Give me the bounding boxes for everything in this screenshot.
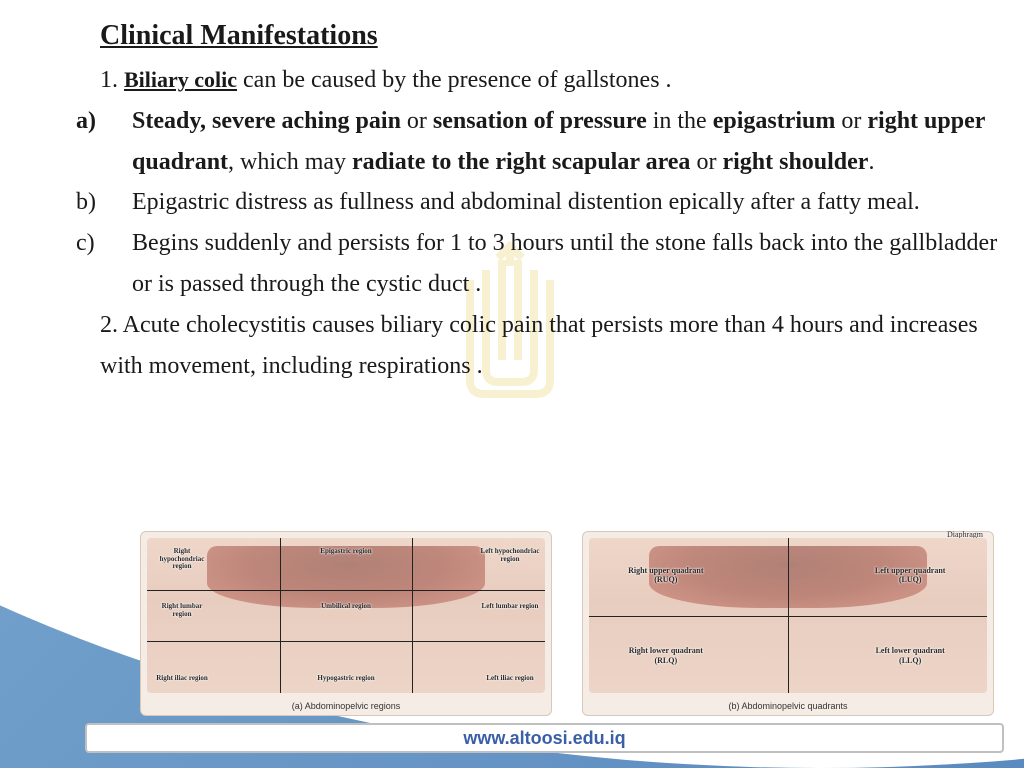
item-a: a)Steady, severe aching pain or sensatio… xyxy=(100,101,1004,183)
diagram-body-b: Right upper quadrant (RUQ) Left upper qu… xyxy=(589,538,987,693)
item-b-prefix: b) xyxy=(104,182,132,223)
item-c-prefix: c) xyxy=(104,223,132,264)
region-r1c3: Left hypochondriac region xyxy=(480,548,540,563)
item-1: 1. Biliary colic can be caused by the pr… xyxy=(100,60,1004,101)
diagram-quadrants: Diaphragm Right upper quadrant (RUQ) Lef… xyxy=(582,531,994,716)
slide-content: Clinical Manifestations 1. Biliary colic… xyxy=(0,0,1024,406)
item-b: b)Epigastric distress as fullness and ab… xyxy=(100,182,1004,223)
region-r1c1: Right hypochondriac region xyxy=(152,548,212,571)
quad-rlq: Right lower quadrant (RLQ) xyxy=(621,646,711,665)
diagram-a-caption: (a) Abdominopelvic regions xyxy=(141,699,551,715)
footer-link: www.altoosi.edu.iq xyxy=(463,728,625,749)
biliary-term: Biliary colic xyxy=(124,67,237,92)
quad-llq: Left lower quadrant (LLQ) xyxy=(865,646,955,665)
diagram-b-caption: (b) Abdominopelvic quadrants xyxy=(583,699,993,715)
region-r3c2: Hypogastric region xyxy=(316,675,376,683)
region-r1c2: Epigastric region xyxy=(316,548,376,556)
region-r3c3: Left iliac region xyxy=(480,675,540,683)
item-c: c)Begins suddenly and persists for 1 to … xyxy=(100,223,1004,305)
diagram-row: Right hypochondriac region Epigastric re… xyxy=(140,531,994,716)
footer-bar: www.altoosi.edu.iq xyxy=(85,723,1004,753)
item-2: 2. Acute cholecystitis causes biliary co… xyxy=(100,305,1004,387)
heading: Clinical Manifestations xyxy=(100,20,1004,52)
item-1-rest: can be caused by the presence of gallsto… xyxy=(237,67,672,93)
region-r2c1: Right lumbar region xyxy=(152,603,212,618)
region-r3c1: Right iliac region xyxy=(152,675,212,683)
region-r2c2: Umbilical region xyxy=(316,603,376,611)
item-number: 1. xyxy=(100,67,118,93)
diagram-body-a: Right hypochondriac region Epigastric re… xyxy=(147,538,545,693)
region-r2c3: Left lumbar region xyxy=(480,603,540,611)
quad-ruq: Right upper quadrant (RUQ) xyxy=(621,566,711,585)
quad-luq: Left upper quadrant (LUQ) xyxy=(865,566,955,585)
diagram-regions: Right hypochondriac region Epigastric re… xyxy=(140,531,552,716)
item-a-prefix: a) xyxy=(104,101,132,142)
